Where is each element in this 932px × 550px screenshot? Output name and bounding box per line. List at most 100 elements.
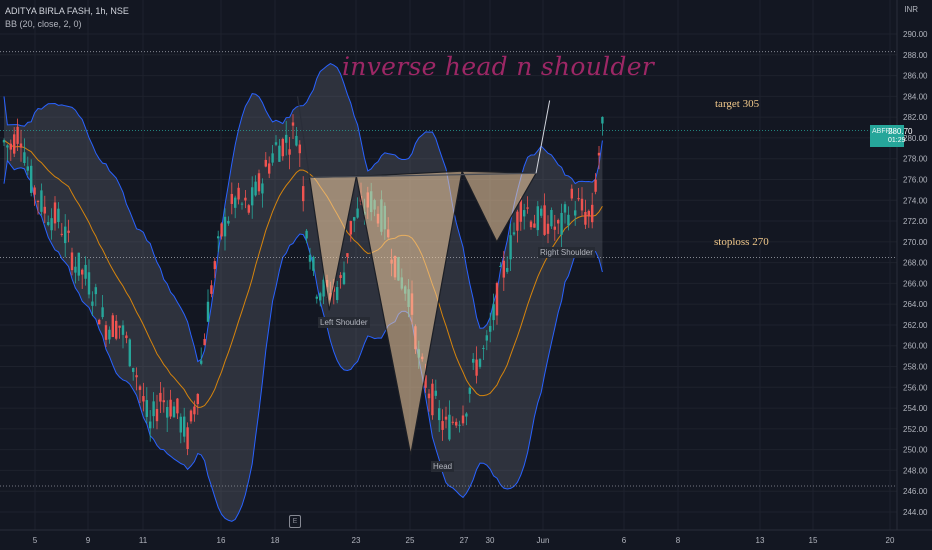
candle-body: [563, 204, 567, 213]
candle-body: [6, 145, 9, 148]
chart-annotation-title[interactable]: inverse head n shoulder: [342, 52, 655, 81]
candle-body: [179, 416, 182, 433]
time-tick-label: 6: [622, 536, 627, 545]
candle-body: [261, 183, 264, 194]
candle-body: [230, 193, 233, 204]
last-price-tag: ABFRL 280.70 01:29: [870, 125, 912, 147]
candle-body: [580, 198, 584, 211]
price-tick-label: 258.00: [903, 363, 928, 372]
price-tick-label: 266.00: [903, 279, 928, 288]
candle-body: [47, 222, 50, 225]
head-label: Head: [431, 461, 455, 472]
candle-body: [176, 398, 179, 414]
candle-body: [444, 416, 448, 420]
target-annotation[interactable]: target 305: [715, 98, 760, 110]
candle-body: [560, 212, 563, 235]
candle-body: [91, 301, 94, 306]
candle-body: [81, 269, 84, 275]
candle-body: [162, 400, 165, 403]
time-tick-label: 5: [33, 536, 38, 545]
right-shoulder-label: Right Shoulder: [538, 247, 595, 258]
price-axis: [897, 0, 932, 550]
time-tick-label: 23: [352, 536, 361, 545]
candle-body: [312, 257, 315, 271]
candle-body: [455, 421, 458, 426]
candle-body: [268, 163, 271, 174]
candle-body: [591, 204, 594, 223]
candle-body: [53, 202, 57, 224]
candle-body: [584, 211, 587, 225]
candle-body: [23, 152, 26, 163]
candle-body: [356, 208, 359, 218]
time-tick-label: 27: [460, 536, 469, 545]
price-tick-label: 278.00: [903, 155, 928, 164]
candle-body: [550, 210, 553, 227]
time-tick-label: 8: [676, 536, 681, 545]
time-tick-label: 13: [756, 536, 765, 545]
candle-body: [101, 307, 104, 318]
candle-body: [587, 210, 590, 217]
symbol-legend[interactable]: ADITYA BIRLA FASH, 1h, NSE: [5, 6, 129, 16]
candle-body: [240, 203, 244, 205]
candle-body: [244, 197, 247, 201]
bollinger-upper-band: [3, 63, 603, 363]
candle-body: [200, 360, 203, 364]
candle-body: [472, 358, 475, 363]
price-tick-label: 284.00: [903, 92, 928, 101]
candle-body: [19, 143, 23, 148]
candle-body: [210, 285, 213, 294]
candle-body: [441, 421, 444, 430]
candle-body: [567, 214, 570, 226]
price-tick-label: 290.00: [903, 30, 928, 39]
pattern-head: [355, 170, 463, 455]
candle-body: [295, 135, 298, 146]
candle-body: [489, 325, 492, 332]
candle-body: [288, 149, 291, 155]
price-tick-label: 270.00: [903, 238, 928, 247]
price-tick-label: 288.00: [903, 51, 928, 60]
candle-body: [553, 226, 556, 230]
price-tick-label: 254.00: [903, 404, 928, 413]
candle-body: [128, 339, 131, 367]
bollinger-lower-band: [3, 159, 603, 522]
candle-body: [111, 315, 114, 338]
candle-body: [601, 116, 604, 124]
candle-body: [94, 287, 97, 295]
candle-body: [523, 210, 526, 217]
price-tick-label: 246.00: [903, 487, 928, 496]
stoploss-annotation[interactable]: stoploss 270: [714, 236, 769, 248]
candle-body: [33, 187, 36, 195]
candle-body: [203, 339, 206, 346]
candle-body: [166, 407, 169, 418]
candle-body: [36, 201, 40, 203]
candle-body: [138, 386, 142, 390]
candle-body: [424, 375, 427, 388]
time-tick-label: 25: [406, 536, 415, 545]
candle-body: [281, 138, 284, 157]
candle-body: [574, 210, 577, 216]
candle-body: [536, 206, 539, 231]
candle-body: [237, 187, 240, 200]
candle-body: [220, 223, 223, 237]
indicator-legend[interactable]: BB (20, close, 2, 0): [5, 19, 82, 29]
candle-body: [121, 325, 125, 335]
candle-body: [478, 359, 482, 367]
candle-body: [40, 190, 43, 212]
price-tick-label: 264.00: [903, 300, 928, 309]
price-tick-label: 248.00: [903, 466, 928, 475]
candle-body: [67, 230, 70, 233]
price-tick-label: 280.00: [903, 134, 928, 143]
candle-body: [149, 421, 152, 429]
earnings-event-icon[interactable]: E: [289, 515, 301, 528]
currency-label: INR: [904, 5, 918, 14]
candle-body: [142, 396, 145, 402]
candle-body: [533, 223, 536, 228]
candle-body: [247, 205, 250, 213]
candle-body: [183, 416, 186, 437]
candle-body: [30, 165, 33, 193]
candle-body: [506, 268, 509, 272]
candle-body: [254, 181, 257, 196]
candle-body: [468, 387, 471, 394]
